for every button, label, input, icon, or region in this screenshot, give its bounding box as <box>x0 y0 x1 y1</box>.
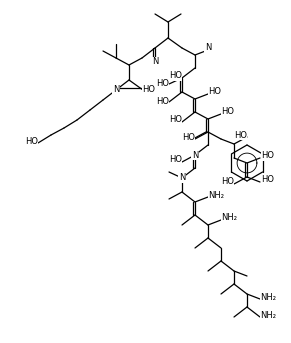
Text: HO: HO <box>234 130 247 140</box>
Text: HO: HO <box>142 85 155 95</box>
Text: HO: HO <box>221 107 234 117</box>
Text: HO: HO <box>182 132 195 142</box>
Text: NH₂: NH₂ <box>208 190 224 200</box>
Text: HO: HO <box>261 152 274 161</box>
Text: HO: HO <box>169 155 182 165</box>
Text: HO: HO <box>169 71 182 81</box>
Text: HO: HO <box>169 116 182 125</box>
Text: HO: HO <box>208 87 221 96</box>
Text: NH₂: NH₂ <box>260 310 276 319</box>
Text: N: N <box>205 44 211 52</box>
Text: HO: HO <box>221 177 234 187</box>
Text: HO: HO <box>156 80 169 88</box>
Text: N: N <box>192 151 198 159</box>
Text: NH₂: NH₂ <box>221 213 237 223</box>
Text: HO: HO <box>156 97 169 106</box>
Text: HO: HO <box>261 176 274 185</box>
Text: HO: HO <box>25 137 38 145</box>
Text: NH₂: NH₂ <box>260 293 276 301</box>
Text: N: N <box>179 174 185 182</box>
Text: N: N <box>113 85 119 95</box>
Text: N: N <box>152 58 158 67</box>
